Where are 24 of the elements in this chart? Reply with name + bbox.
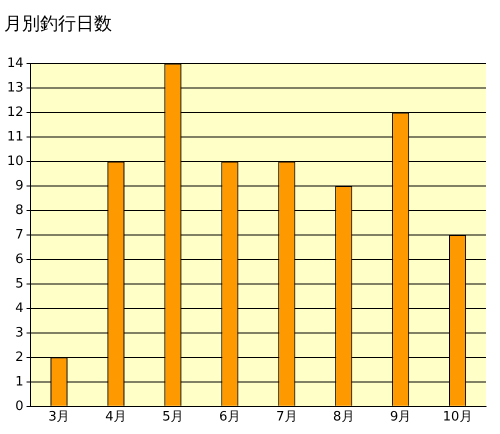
x-tick-label: 8月 [333, 410, 354, 425]
y-tick-label: 4 [15, 300, 24, 316]
y-tick-label: 13 [6, 80, 24, 96]
y-tick-label: 10 [6, 154, 24, 169]
x-tick-label: 5月 [162, 410, 184, 425]
y-tick-label: 9 [15, 178, 24, 194]
x-tick-label: 4月 [105, 410, 127, 425]
y-tick-label: 3 [15, 325, 24, 340]
y-tick-label: 12 [6, 104, 24, 120]
x-tick-label: 6月 [219, 410, 240, 425]
x-tick-label: 3月 [48, 410, 70, 425]
y-tick-label: 14 [6, 56, 24, 71]
y-tick-label: 1 [15, 374, 24, 390]
y-tick-label: 7 [15, 227, 24, 242]
x-tick-label: 9月 [390, 410, 412, 425]
x-tick-label: 10月 [442, 410, 472, 425]
y-tick-label: 5 [15, 276, 24, 292]
y-tick-label: 6 [15, 252, 24, 267]
y-tick-label: 2 [15, 350, 24, 365]
x-tick-label: 7月 [276, 410, 298, 425]
chart-title: 月別釣行日数 [4, 13, 112, 34]
y-tick-label: 0 [15, 398, 24, 414]
y-tick-label: 8 [15, 202, 24, 218]
y-tick-label: 11 [6, 129, 24, 144]
